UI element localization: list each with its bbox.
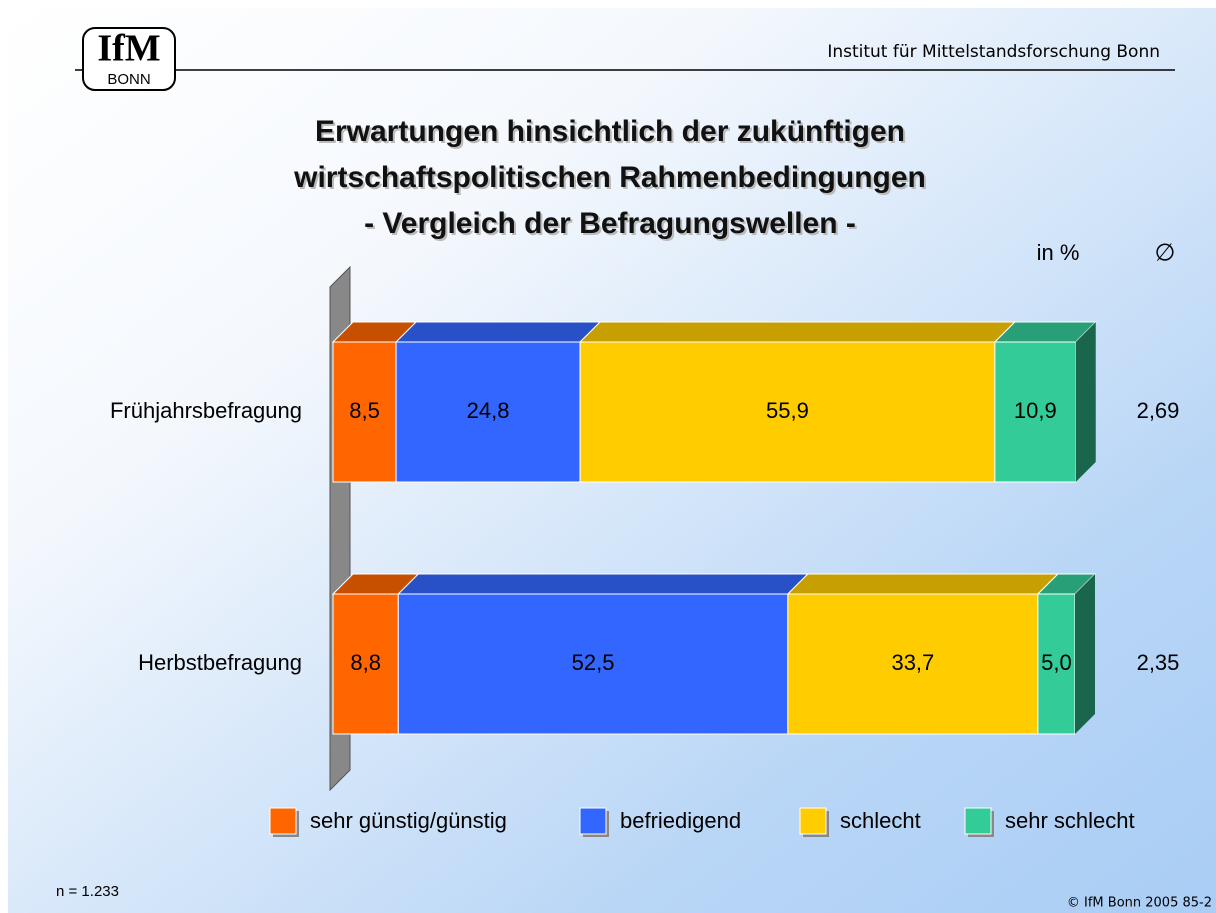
bar-top bbox=[394, 321, 602, 343]
legend-label: befriedigend bbox=[620, 808, 741, 833]
legend-swatch bbox=[579, 807, 607, 835]
category-label: Frühjahrsbefragung bbox=[110, 398, 302, 423]
logo-subtext: BONN bbox=[107, 71, 150, 88]
legend-swatch bbox=[964, 807, 992, 835]
institute-name: Institut für Mittelstandsforschung Bonn bbox=[827, 42, 1160, 62]
value-label: 10,9 bbox=[1014, 398, 1057, 423]
bar-segment bbox=[397, 593, 789, 735]
bar-side bbox=[1075, 574, 1095, 734]
legend-swatch bbox=[799, 807, 827, 835]
legend-label: sehr schlecht bbox=[1005, 808, 1135, 833]
title-shadow: wirtschaftspolitischen Rahmenbedingungen bbox=[295, 163, 928, 196]
bar-segment bbox=[579, 341, 996, 483]
bar-top bbox=[786, 573, 1060, 595]
value-label: 24,8 bbox=[467, 398, 510, 423]
chart-title: wirtschaftspolitischen Rahmenbedingungen bbox=[293, 161, 926, 194]
value-label: 55,9 bbox=[766, 398, 809, 423]
value-label: 8,5 bbox=[349, 398, 380, 423]
bar-segment bbox=[1037, 593, 1076, 735]
value-label: 33,7 bbox=[891, 650, 934, 675]
chart-title: - Vergleich der Befragungswellen - bbox=[364, 207, 856, 240]
chart-title: Erwartungen hinsichtlich der zukünftigen bbox=[315, 115, 905, 148]
legend-swatch bbox=[269, 807, 297, 835]
mean-header: ∅ bbox=[1155, 239, 1176, 266]
unit-label: in % bbox=[1037, 240, 1080, 265]
logo-box bbox=[82, 27, 176, 91]
mean-value: 2,35 bbox=[1137, 650, 1180, 675]
legend-label: sehr günstig/günstig bbox=[310, 808, 507, 833]
legend-label: schlecht bbox=[840, 808, 921, 833]
bar-segment bbox=[395, 341, 581, 483]
title-shadow: Erwartungen hinsichtlich der zukünftigen bbox=[317, 117, 907, 150]
value-label: 52,5 bbox=[572, 650, 615, 675]
copyright: © IfM Bonn 2005 85-2 bbox=[1067, 896, 1212, 911]
bar-top bbox=[397, 573, 810, 595]
value-label: 5,0 bbox=[1041, 650, 1072, 675]
category-label: Herbstbefragung bbox=[138, 650, 302, 675]
bar-segment bbox=[332, 341, 397, 483]
sample-size: n = 1.233 bbox=[56, 883, 119, 900]
bar-top bbox=[578, 321, 1017, 343]
logo-text: IfM bbox=[97, 28, 160, 70]
title-shadow: - Vergleich der Befragungswellen - bbox=[366, 209, 858, 242]
mean-value: 2,69 bbox=[1137, 398, 1180, 423]
value-label: 8,8 bbox=[350, 650, 381, 675]
bar-segment bbox=[787, 593, 1039, 735]
bar-segment bbox=[994, 341, 1077, 483]
bar-side bbox=[1075, 322, 1096, 482]
